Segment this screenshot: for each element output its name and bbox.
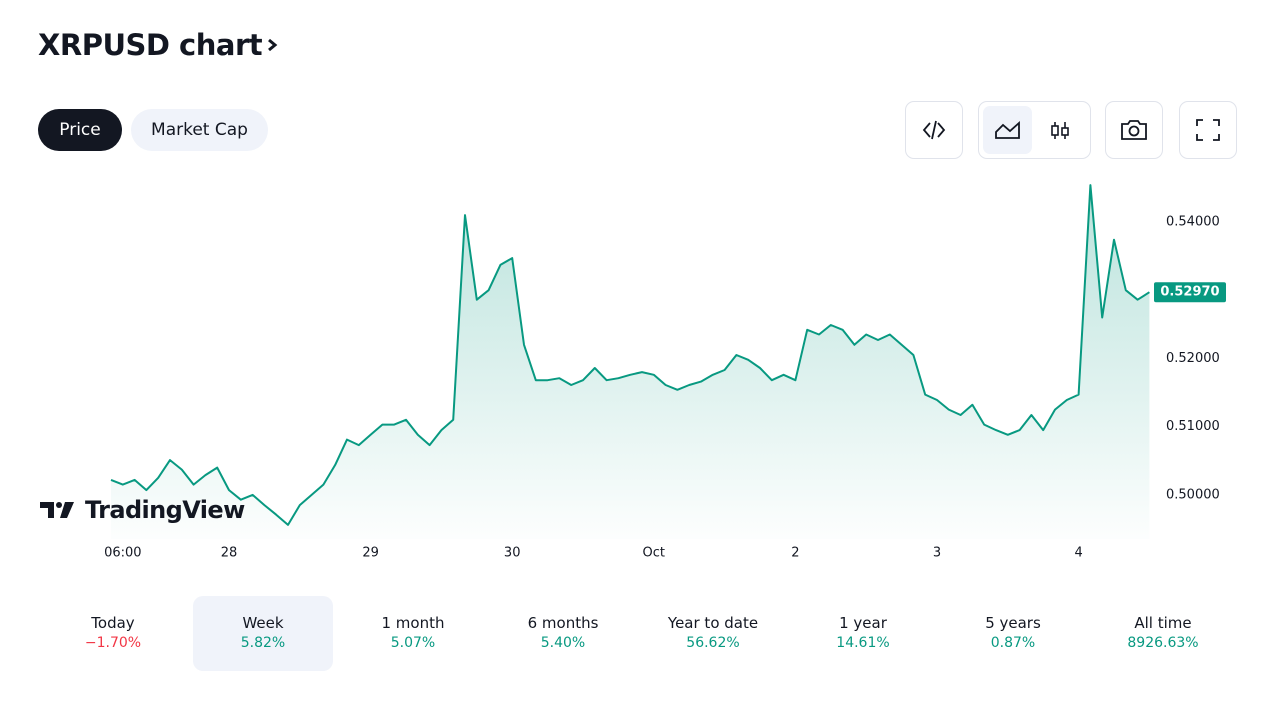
watermark-text: TradingView <box>85 496 245 524</box>
period-button[interactable]: 1 month 5.07% <box>343 596 483 671</box>
period-button[interactable]: Today −1.70% <box>43 596 183 671</box>
x-tick-label: 29 <box>362 546 379 561</box>
area <box>111 185 1150 539</box>
x-tick-label: 28 <box>221 546 238 561</box>
period-button[interactable]: Week 5.82% <box>193 596 333 671</box>
logo <box>40 502 74 518</box>
period-change: 56.62% <box>686 635 740 651</box>
period-change: 0.87% <box>990 635 1036 651</box>
tab[interactable]: Price <box>38 109 122 151</box>
period-change: 5.82% <box>240 635 286 651</box>
x-tick-label: 2 <box>791 546 799 561</box>
x-tick-label: Oct <box>643 546 665 561</box>
candle-style-button[interactable] <box>1037 106 1086 154</box>
snapshot-button[interactable] <box>1105 101 1163 159</box>
period-name: 1 year <box>839 614 887 632</box>
period-button[interactable]: 5 years 0.87% <box>943 596 1083 671</box>
period-change: 8926.63% <box>1127 635 1199 651</box>
period-change: 14.61% <box>836 635 890 651</box>
period-button[interactable]: Year to date 56.62% <box>643 596 783 671</box>
period-button[interactable]: 1 year 14.61% <box>793 596 933 671</box>
chevron-icon <box>268 38 278 52</box>
fullscreen-icon <box>1196 119 1220 141</box>
title-link[interactable]: XRPUSD chart <box>38 28 280 62</box>
period-name: 6 months <box>527 614 599 632</box>
fullscreen-button[interactable] <box>1179 101 1237 159</box>
x-tick-label: 3 <box>933 546 941 561</box>
x-tick-label: 30 <box>504 546 521 561</box>
chart: 0.50000 0.51000 0.52000 0.54000 06:00 28 29 30 O… <box>104 184 1226 561</box>
period-name: Week <box>242 614 284 632</box>
x-tick-label: 06:00 <box>104 546 141 561</box>
watermark: TradingView <box>40 496 245 524</box>
y-tick-label: 0.54000 <box>1166 214 1220 229</box>
period-name: All time <box>1134 614 1192 632</box>
period-button[interactable]: All time 8926.63% <box>1093 596 1233 671</box>
period-name: Year to date <box>667 614 759 632</box>
chart-style-group <box>978 101 1091 159</box>
area-icon <box>995 120 1020 139</box>
period-change: 5.07% <box>390 635 436 651</box>
code-icon <box>922 120 946 140</box>
embed-button[interactable] <box>905 101 963 159</box>
period-name: 5 years <box>985 614 1041 632</box>
period-name: 1 month <box>381 614 445 632</box>
x-tick-label: 4 <box>1074 546 1082 561</box>
y-tick-label: 0.52000 <box>1166 351 1220 366</box>
tab[interactable]: Market Cap <box>131 109 268 151</box>
period-button[interactable]: 6 months 5.40% <box>493 596 633 671</box>
period-change: −1.70% <box>84 635 142 651</box>
y-tick-label: 0.50000 <box>1166 487 1220 502</box>
y-tick-label: 0.51000 <box>1166 419 1220 434</box>
camera-icon <box>1121 120 1147 140</box>
title: XRPUSD chart <box>38 28 263 62</box>
area-style-button[interactable] <box>983 106 1032 154</box>
last-price-badge <box>1154 282 1226 303</box>
period-name: Today <box>91 614 135 632</box>
price-line <box>110 184 1150 526</box>
candle-icon <box>1051 122 1069 139</box>
last-price-label: 0.52970 <box>1160 285 1219 300</box>
period-change: 5.40% <box>540 635 586 651</box>
